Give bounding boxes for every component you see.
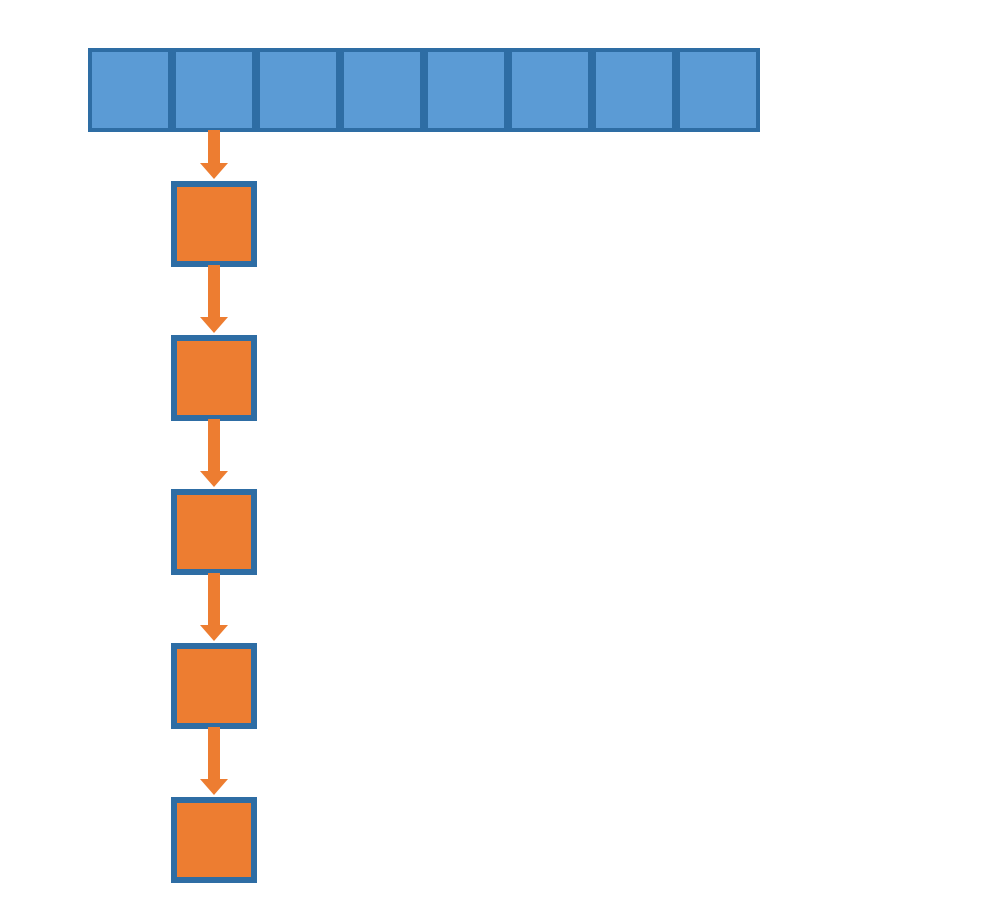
top-row-cell (596, 52, 672, 128)
top-row-cell (680, 52, 756, 128)
top-row-cell (260, 52, 336, 128)
top-row-cell (428, 52, 504, 128)
arrow-down-icon (200, 130, 228, 179)
chain-node (177, 341, 251, 415)
arrow-down-icon (200, 727, 228, 795)
chain-node (177, 649, 251, 723)
arrow-down-icon (200, 265, 228, 333)
chain-node (177, 187, 251, 261)
chain-node (177, 495, 251, 569)
diagram-canvas (0, 0, 1000, 923)
arrow-down-icon (200, 419, 228, 487)
arrow-down-icon (200, 573, 228, 641)
top-row-cell (344, 52, 420, 128)
chain-node (177, 803, 251, 877)
top-row-cell (176, 52, 252, 128)
top-row-cell (92, 52, 168, 128)
top-row-cell (512, 52, 588, 128)
